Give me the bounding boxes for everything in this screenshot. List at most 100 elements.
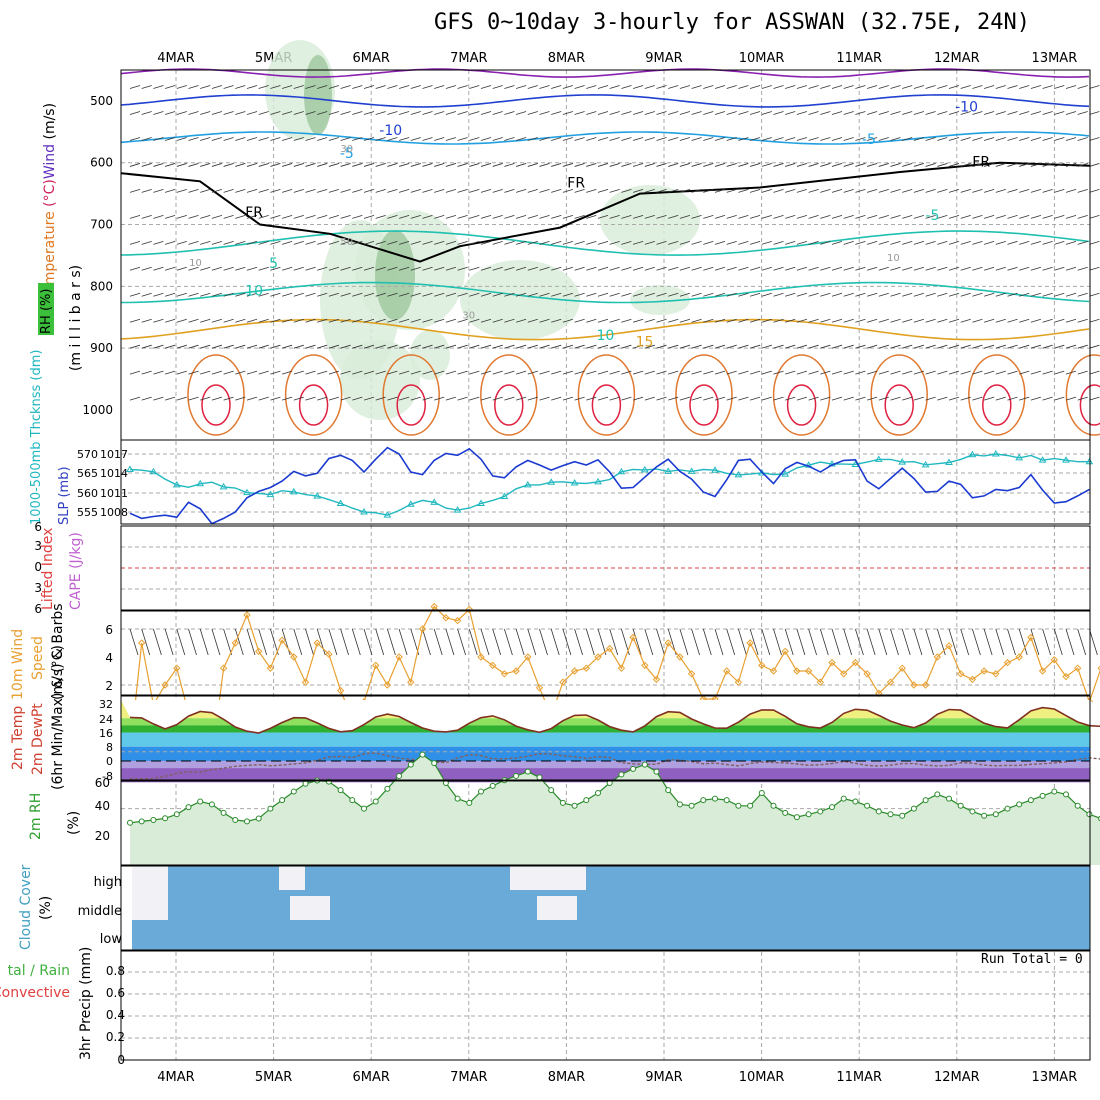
wind-barb <box>995 189 1006 193</box>
contour-label: 15 <box>636 334 654 350</box>
wind-barb <box>960 266 971 271</box>
wind-barb <box>609 137 620 141</box>
wind-barb <box>890 344 901 349</box>
wind-barb <box>258 344 269 349</box>
wind10m-point <box>641 661 649 670</box>
rh-point <box>372 798 379 805</box>
wind-barb <box>445 370 457 375</box>
contour-label: -5 <box>340 146 354 162</box>
rh-point <box>162 815 169 822</box>
date-label-top: 10MAR <box>739 51 785 66</box>
wind-barb <box>574 266 585 271</box>
wind-barb <box>820 214 831 219</box>
wind10m-barb <box>527 628 537 656</box>
wind10m-barb <box>129 628 139 656</box>
isotherm-warm-loop <box>284 354 343 436</box>
pressure-tick-label: 800 <box>90 279 113 293</box>
wind-barb <box>1054 370 1065 375</box>
wind-barb <box>937 111 948 115</box>
thickness-tick-label: 565 <box>77 467 98 480</box>
wind-barb <box>679 240 691 245</box>
li-ylabel: Lifted Index <box>40 528 56 610</box>
wind-barb <box>258 163 269 167</box>
wind10m-barb <box>726 628 736 656</box>
wind10m-barb <box>328 628 338 656</box>
wind-barb <box>597 111 609 115</box>
wind-barb <box>597 137 609 141</box>
wind-barb <box>141 240 152 245</box>
wind-barb <box>270 266 281 271</box>
wind-barb <box>445 396 457 401</box>
wind-barb <box>972 240 983 245</box>
wind-barb <box>632 163 644 167</box>
wind-barb <box>562 137 574 141</box>
wind10m-point <box>254 647 263 656</box>
wind-barb <box>200 370 211 375</box>
wind-barb <box>457 214 468 219</box>
wind10m-barb <box>972 628 981 656</box>
wind-barb <box>995 292 1006 297</box>
isotherm-hot-loop <box>1079 384 1100 426</box>
wind-barb <box>808 318 819 323</box>
wind-barb <box>668 189 679 193</box>
wind-barb <box>480 292 492 297</box>
wind-barb <box>972 292 983 297</box>
wind-ylabel-c: (m/s) & Barbs <box>50 603 66 700</box>
wind-barb <box>761 292 772 297</box>
wind-barb <box>492 396 503 401</box>
wind-barb <box>913 85 925 89</box>
wind-barb <box>808 111 819 115</box>
wind-barb <box>352 370 363 375</box>
wind-barb <box>223 396 234 401</box>
date-label-bottom: 12MAR <box>934 1070 980 1085</box>
wind-barb <box>738 266 749 271</box>
panel-border <box>120 439 1091 525</box>
wind-barb <box>340 189 351 193</box>
wind-barb <box>586 137 597 141</box>
wind-barb <box>504 318 515 323</box>
wind-barb <box>258 214 269 219</box>
wind-barb <box>352 266 363 271</box>
temperature-mask <box>121 700 1100 733</box>
rh-point <box>630 765 637 772</box>
wind-barb <box>1089 214 1100 219</box>
rh-contour-label: 10 <box>887 253 900 264</box>
wind-barb <box>691 240 702 245</box>
wind-barb <box>352 292 363 297</box>
wind-barb <box>983 111 995 115</box>
wind-barb <box>656 344 667 349</box>
wind-barb <box>738 370 749 375</box>
wind-barb <box>200 189 211 193</box>
wind-barb <box>738 111 749 115</box>
wind-barb <box>1007 344 1018 349</box>
wind-barb <box>1030 214 1042 219</box>
wind-barb <box>504 85 515 89</box>
wind-barb <box>164 370 176 375</box>
wind-barb <box>609 396 620 401</box>
wind-barb <box>703 240 714 245</box>
wind-barb <box>831 266 843 271</box>
wind-barb <box>164 85 176 89</box>
wind-barb <box>679 344 691 349</box>
wind-barb <box>855 111 866 115</box>
thickness-point <box>594 477 602 485</box>
wind-barb <box>527 214 538 219</box>
wind-barb <box>609 370 620 375</box>
wind-barb <box>480 344 492 349</box>
wind-barb <box>878 318 889 323</box>
wind-barb <box>410 396 421 401</box>
wind-barb <box>983 370 995 375</box>
wind-barb <box>1019 370 1030 375</box>
wind-barb <box>1089 85 1100 89</box>
wind-barb <box>469 396 480 401</box>
wind10m-barb <box>890 628 899 656</box>
wind-barb <box>855 370 866 375</box>
wind-barb <box>387 214 398 219</box>
wind-barb <box>293 111 304 115</box>
wind-barb <box>621 266 632 271</box>
wind-barb <box>668 318 679 323</box>
wind-barb <box>1065 344 1077 349</box>
wind-barb <box>188 214 199 219</box>
wind-barb <box>176 111 187 115</box>
wind-barb <box>703 85 714 89</box>
